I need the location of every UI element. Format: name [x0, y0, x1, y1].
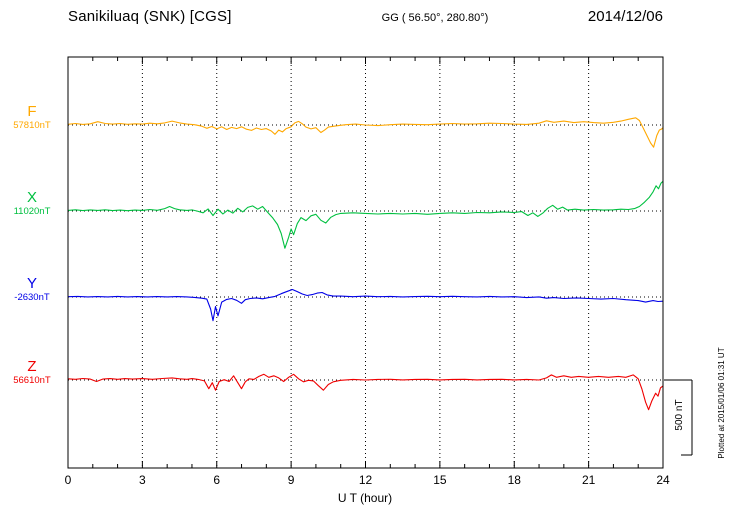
scale-bar-label: 500 nT [674, 399, 685, 431]
x-tick-label: 9 [287, 473, 295, 487]
plot-border [67, 56, 664, 469]
station-title: Sanikiluaq (SNK) [CGS] [68, 8, 232, 25]
x-tick-label: 6 [213, 473, 221, 487]
x-tick-label: 24 [656, 473, 670, 487]
channel-name: F [27, 103, 37, 120]
x-tick-label: 15 [433, 473, 447, 487]
channel-name: X [26, 189, 37, 206]
channel-label-Z: Z 56610nT [0, 358, 64, 386]
channel-label-Y: Y -2630nT [0, 275, 64, 303]
x-tick-label: 18 [507, 473, 521, 487]
trace-X [67, 180, 664, 249]
x-tick-label: 21 [581, 473, 596, 487]
plot-credit-text: Plotted at 2015/01/06 01:31 UT [717, 347, 726, 459]
channel-name: Y [26, 275, 37, 292]
x-axis-title: U T (hour) [337, 491, 393, 505]
channel-label-F: F 57810nT [0, 103, 64, 131]
channel-baseline-value: 57810nT [13, 120, 51, 131]
x-tick-label: 3 [139, 473, 146, 487]
trace-Y [67, 288, 664, 322]
channel-baseline-value: 11020nT [13, 206, 51, 217]
channel-baseline-value: 56610nT [13, 375, 51, 386]
geo-coordinates: GG ( 56.50°, 280.80°) [381, 12, 489, 24]
scale-bar [664, 379, 693, 456]
plot-date: 2014/12/06 [587, 8, 663, 25]
trace-Z [67, 373, 664, 411]
x-tick-label: 12 [358, 473, 373, 487]
channel-label-X: X 11020nT [0, 189, 64, 217]
channel-name: Z [27, 358, 37, 375]
x-tick-label: 0 [64, 473, 72, 487]
trace-F [67, 117, 664, 148]
channel-baseline-value: -2630nT [14, 292, 50, 303]
